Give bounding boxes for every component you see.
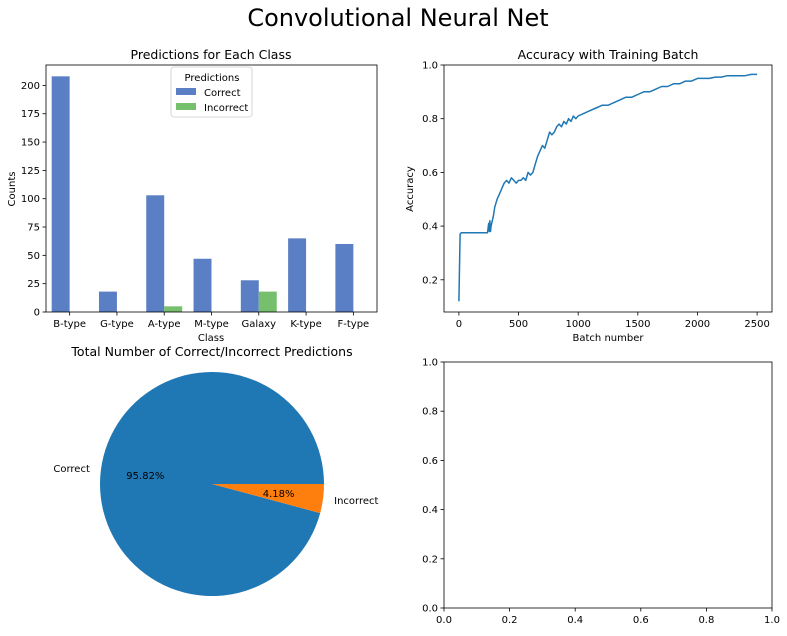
bar-chart-title: Predictions for Each Class xyxy=(131,47,292,62)
y-tick-label: 0.8 xyxy=(422,114,438,125)
bar-incorrect-galaxy xyxy=(258,291,277,312)
y-tick-label: 200 xyxy=(21,81,40,92)
pie-pct-incorrect: 4.18% xyxy=(263,489,295,500)
bar-correct-a-type xyxy=(146,195,165,312)
bar-correct-f-type xyxy=(335,244,354,312)
pie-slice-incorrect xyxy=(212,484,325,514)
accuracy-series-line xyxy=(458,73,758,302)
bar-chart-legend: Predictions Correct Incorrect xyxy=(170,66,253,118)
x-tick-label: 1.0 xyxy=(764,615,780,626)
x-tick-label: M-type xyxy=(194,319,229,330)
y-tick-label: 0.6 xyxy=(422,168,438,179)
pie-label-correct: Correct xyxy=(53,464,90,475)
x-tick-label: 0.8 xyxy=(698,615,714,626)
y-tick-label: 0.8 xyxy=(422,407,438,418)
line-chart-xlabel: Batch number xyxy=(573,333,645,344)
y-tick-label: 0.0 xyxy=(422,604,438,615)
y-tick-label: 0.2 xyxy=(422,554,438,565)
pie-chart-title: Total Number of Correct/Incorrect Predic… xyxy=(70,344,352,359)
figure-title: Convolutional Neural Net xyxy=(247,4,548,32)
x-tick-label: 0 xyxy=(456,319,462,330)
x-tick-label: F-type xyxy=(338,319,370,330)
x-tick-label: 1000 xyxy=(565,319,590,330)
y-tick-label: 0 xyxy=(34,308,40,319)
pie-slice-correct xyxy=(100,372,325,597)
x-tick-label: A-type xyxy=(148,319,181,330)
x-tick-label: Galaxy xyxy=(241,319,276,330)
x-tick-label: 0.4 xyxy=(567,615,583,626)
y-tick-label: 125 xyxy=(21,166,40,177)
x-tick-label: 0.2 xyxy=(502,615,518,626)
legend-title: Predictions xyxy=(185,73,240,84)
axes-frame xyxy=(443,361,773,609)
x-tick-label: 2000 xyxy=(685,319,710,330)
bar-chart-predictions: Predictions for Each Class Class Counts … xyxy=(7,47,378,344)
x-tick-label: G-type xyxy=(100,319,134,330)
y-tick-label: 1.0 xyxy=(422,358,438,369)
axes-frame xyxy=(443,64,773,313)
y-tick-label: 1.0 xyxy=(422,61,438,72)
bar-correct-g-type xyxy=(98,291,117,312)
line-chart-ylabel: Accuracy xyxy=(405,166,416,212)
y-tick-label: 0.2 xyxy=(422,275,438,286)
pie-pct-correct: 95.82% xyxy=(126,471,164,482)
pie-chart-totals: Total Number of Correct/Incorrect Predic… xyxy=(53,344,379,597)
y-tick-label: 150 xyxy=(21,138,40,149)
axes-frame xyxy=(45,64,378,313)
legend-label-correct: Correct xyxy=(204,88,241,99)
empty-axes: 0.0 0.2 0.4 0.6 0.8 1.0 0.0 0.2 0.4 0.6 0.8 1.0 xyxy=(422,358,780,627)
y-tick-label: 0.4 xyxy=(422,222,438,233)
x-tick-label: 0.6 xyxy=(633,615,649,626)
line-chart-title: Accuracy with Training Batch xyxy=(518,47,699,62)
x-tick-label: 2500 xyxy=(744,319,769,330)
bar-correct-b-type xyxy=(51,76,70,312)
bar-correct-m-type xyxy=(193,258,212,312)
bar-chart-ylabel: Counts xyxy=(7,172,18,207)
bar-chart-xlabel: Class xyxy=(198,333,224,344)
bar-correct-k-type xyxy=(288,238,307,312)
y-tick-label: 50 xyxy=(27,251,40,262)
legend-swatch-correct xyxy=(176,88,196,95)
x-tick-label: 0.0 xyxy=(436,615,452,626)
bar-correct-galaxy xyxy=(240,280,259,312)
y-tick-label: 75 xyxy=(27,223,40,234)
x-tick-label: K-type xyxy=(290,319,321,330)
x-tick-label: B-type xyxy=(53,319,86,330)
y-tick-label: 100 xyxy=(21,194,40,205)
y-tick-label: 175 xyxy=(21,109,40,120)
y-tick-label: 0.4 xyxy=(422,505,438,516)
line-chart-accuracy: Accuracy with Training Batch Batch numbe… xyxy=(405,47,773,344)
legend-label-incorrect: Incorrect xyxy=(204,103,248,114)
x-tick-label: 500 xyxy=(509,319,528,330)
y-tick-label: 25 xyxy=(27,279,40,290)
legend-swatch-incorrect xyxy=(176,103,196,110)
x-tick-label: 1500 xyxy=(625,319,650,330)
pie-label-incorrect: Incorrect xyxy=(334,496,378,507)
y-tick-label: 0.6 xyxy=(422,456,438,467)
bar-incorrect-a-type xyxy=(164,306,183,312)
